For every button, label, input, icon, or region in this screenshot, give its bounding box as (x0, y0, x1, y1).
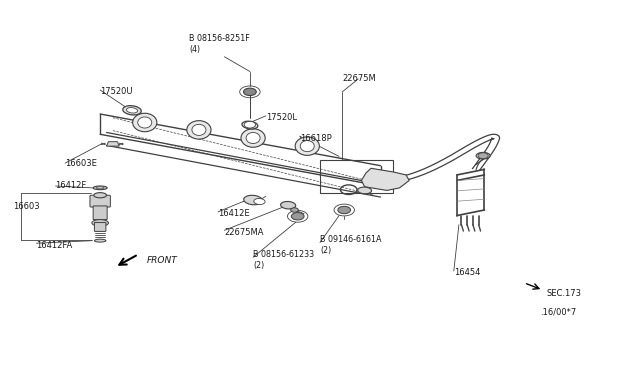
Ellipse shape (138, 117, 152, 128)
Text: 17520U: 17520U (100, 87, 132, 96)
Circle shape (338, 206, 351, 214)
Ellipse shape (300, 141, 314, 152)
Circle shape (291, 208, 298, 212)
Text: 16454: 16454 (454, 268, 480, 277)
Ellipse shape (123, 106, 141, 115)
Ellipse shape (93, 186, 107, 190)
Circle shape (244, 88, 256, 96)
Ellipse shape (295, 137, 319, 155)
Ellipse shape (95, 239, 106, 242)
Circle shape (291, 212, 304, 220)
Ellipse shape (476, 153, 490, 159)
FancyBboxPatch shape (93, 206, 107, 219)
Text: .16/00*7: .16/00*7 (540, 308, 576, 317)
Text: 16412FA: 16412FA (36, 241, 73, 250)
Ellipse shape (358, 187, 372, 194)
FancyBboxPatch shape (90, 195, 110, 207)
Text: B 08156-61233
(2): B 08156-61233 (2) (253, 250, 314, 270)
Ellipse shape (97, 187, 104, 189)
Polygon shape (362, 168, 409, 190)
Text: SEC.173: SEC.173 (546, 289, 581, 298)
Ellipse shape (246, 132, 260, 144)
Ellipse shape (127, 108, 138, 113)
Ellipse shape (192, 124, 206, 135)
Polygon shape (106, 142, 119, 146)
Text: 16603E: 16603E (65, 159, 97, 169)
Text: 16412F: 16412F (56, 182, 87, 190)
Ellipse shape (92, 219, 108, 226)
Text: B 09146-6161A
(2): B 09146-6161A (2) (320, 235, 381, 255)
Ellipse shape (244, 195, 262, 205)
Ellipse shape (94, 193, 106, 198)
Circle shape (244, 121, 255, 128)
Text: 16412E: 16412E (218, 209, 250, 218)
Ellipse shape (280, 202, 296, 209)
Ellipse shape (187, 121, 211, 139)
Ellipse shape (132, 113, 157, 132)
Text: 22675M: 22675M (342, 74, 376, 83)
Text: 16603: 16603 (13, 202, 40, 211)
Ellipse shape (241, 129, 265, 147)
Ellipse shape (242, 121, 258, 129)
Text: 17520L: 17520L (266, 113, 297, 122)
Text: B 08156-8251F
(4): B 08156-8251F (4) (189, 34, 250, 54)
Ellipse shape (254, 199, 265, 205)
FancyBboxPatch shape (95, 222, 106, 231)
Circle shape (478, 153, 488, 159)
Text: FRONT: FRONT (147, 256, 177, 265)
Text: 22675MA: 22675MA (225, 228, 264, 237)
Text: 16618P: 16618P (300, 134, 332, 142)
